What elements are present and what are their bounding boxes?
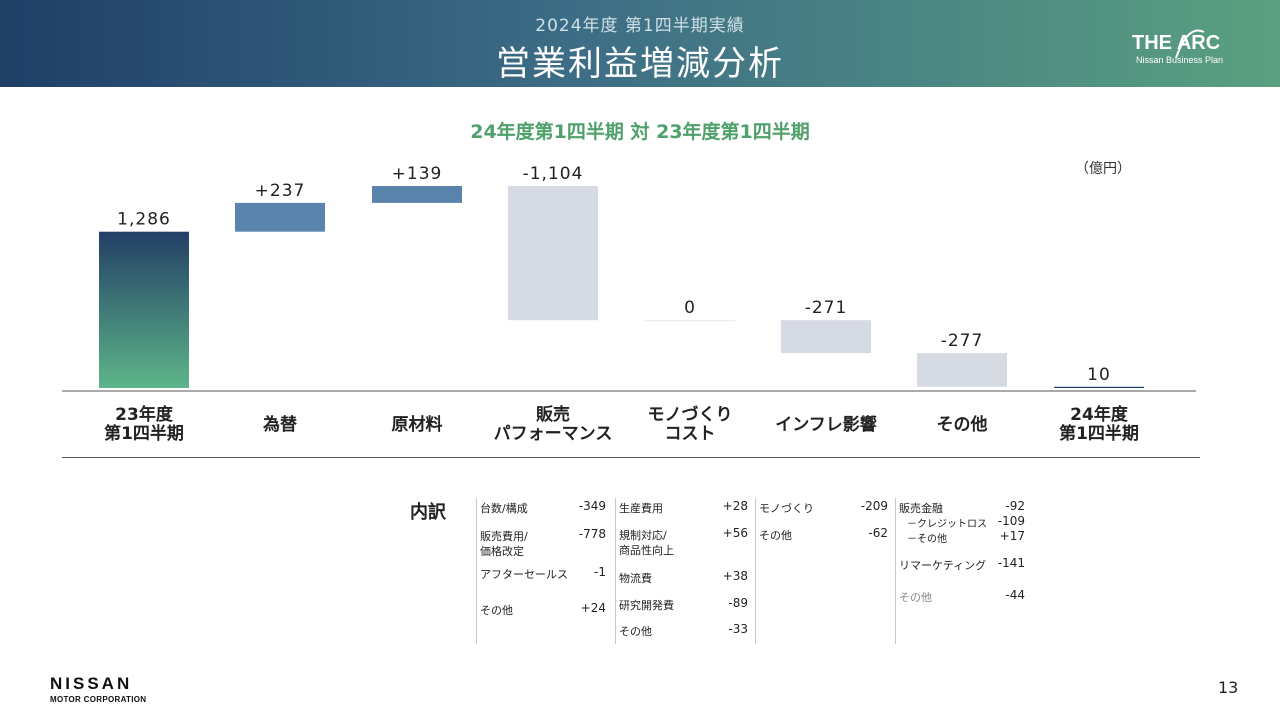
breakdown-item-value: +24: [580, 601, 606, 615]
bar-1: [235, 202, 325, 232]
breakdown-column-2: [615, 498, 755, 644]
breakdown-item-value: +28: [722, 499, 748, 513]
bar-4: [645, 320, 735, 322]
nissan-logo: NISSAN MOTOR CORPORATION: [50, 674, 146, 704]
arc-logo-icon: [1175, 29, 1205, 59]
breakdown-item-value: -92: [1005, 499, 1025, 513]
breakdown-item-label: －その他: [907, 534, 947, 545]
page-title: 営業利益増減分析: [496, 44, 784, 84]
category-label-line: 第1四半期: [1059, 424, 1139, 444]
breakdown-item-label: 規制対応/: [619, 529, 667, 542]
breakdown-item-value: +56: [722, 526, 748, 540]
breakdown-item-label: アフターセールス: [480, 568, 568, 581]
category-label-0: 23年度 第1四半期: [79, 406, 209, 444]
page-number: 13: [1218, 678, 1239, 697]
breakdown-item-label: 生産費用: [619, 502, 663, 515]
breakdown-item-label: その他: [759, 529, 792, 542]
breakdown-item-value: -44: [1005, 588, 1025, 602]
breakdown-item-value: +38: [722, 569, 748, 583]
unit-label: （億円）: [1075, 161, 1131, 177]
logo-main-text: THE ARC: [1132, 32, 1221, 54]
breakdown-item-value: +17: [999, 529, 1025, 543]
category-label-line: 23年度: [115, 405, 173, 425]
bar-2: [372, 186, 462, 203]
breakdown-item-label: 研究開発費: [619, 599, 674, 612]
bar-value-label-2: +139: [392, 164, 443, 184]
bar-value-label-4: 0: [684, 298, 696, 318]
breakdown-item-value: -778: [578, 527, 606, 541]
breakdown-column-3: [755, 498, 895, 644]
the-arc-logo: THE ARC Nissan Business Plan: [1128, 20, 1238, 70]
bar-5: [781, 320, 871, 354]
category-label-line: 為替: [263, 415, 297, 435]
bar-0: [99, 231, 189, 388]
breakdown-item-label: 販売費用/: [480, 530, 528, 543]
bar-value-label-6: -277: [941, 331, 984, 351]
breakdown-item-value: -89: [728, 596, 748, 610]
bar-7: [1054, 386, 1144, 388]
breakdown-item-label: その他: [619, 625, 652, 638]
category-label-line: モノづくり: [647, 405, 733, 425]
category-label-line: 24年度: [1070, 405, 1128, 425]
category-label-line: 販売: [536, 405, 570, 425]
breakdown-item-label-line2: 商品性向上: [619, 544, 674, 557]
bar-6: [917, 353, 1007, 387]
category-label-3: 販売 パフォーマンス: [488, 406, 618, 444]
breakdown-item-value: -141: [997, 556, 1025, 570]
bar-3: [508, 186, 598, 321]
breakdown-item-label: リマーケティング: [899, 559, 987, 572]
breakdown-item-label: 物流費: [619, 572, 652, 585]
bar-value-label-3: -1,104: [523, 164, 584, 184]
category-label-line: 第1四半期: [104, 424, 184, 444]
category-label-7: 24年度 第1四半期: [1034, 406, 1164, 444]
breakdown-item-label-line2: 価格改定: [480, 545, 524, 558]
category-label-1: 為替: [215, 416, 345, 435]
category-divider: [62, 457, 1200, 458]
breakdown-item-label: 販売金融: [899, 502, 943, 515]
category-label-line: パフォーマンス: [493, 424, 613, 444]
comparison-heading: 24年度第1四半期 対 23年度第1四半期: [470, 121, 810, 143]
nissan-brand-sub: MOTOR CORPORATION: [50, 695, 147, 704]
breakdown-item-label: 台数/構成: [480, 502, 528, 515]
breakdown-item-value: -1: [594, 565, 606, 579]
breakdown-item-label: その他: [899, 591, 932, 604]
header-banner: 2024年度 第1四半期実績 営業利益増減分析 THE ARC Nissan B…: [0, 0, 1280, 87]
breakdown-column-1: [476, 498, 613, 644]
bar-value-label-7: 10: [1087, 365, 1111, 385]
breakdown-column-4: [895, 498, 1032, 644]
nissan-brand: NISSAN: [50, 674, 133, 693]
category-label-line: コスト: [664, 424, 716, 444]
category-label-line: その他: [936, 415, 988, 435]
breakdown-item-value: -349: [578, 499, 606, 513]
category-label-5: インフレ影響: [761, 416, 891, 435]
breakdown-item-label: その他: [480, 604, 513, 617]
breakdown-item-label: －クレジットロス: [907, 519, 987, 530]
bar-value-label-5: -271: [805, 298, 848, 318]
category-label-6: その他: [897, 416, 1027, 435]
bar-value-label-0: 1,286: [117, 210, 171, 230]
breakdown-item-label: モノづくり: [759, 502, 814, 515]
header-subtitle: 2024年度 第1四半期実績: [535, 16, 745, 36]
breakdown-item-value: -62: [868, 526, 888, 540]
category-label-2: 原材料: [352, 416, 482, 435]
breakdown-item-value: -209: [860, 499, 888, 513]
category-label-line: インフレ影響: [775, 415, 877, 435]
breakdown-title: 内訳: [410, 502, 446, 523]
category-label-line: 原材料: [391, 415, 443, 435]
logo-sub-text: Nissan Business Plan: [1136, 55, 1224, 65]
waterfall-chart: 1,286 +237 +139 -1,104 0 -271 -277 10: [62, 164, 1196, 392]
breakdown-item-value: -33: [728, 622, 748, 636]
category-label-4: モノづくり コスト: [625, 406, 755, 444]
breakdown-item-value: -109: [997, 514, 1025, 528]
bar-value-label-1: +237: [255, 181, 306, 201]
